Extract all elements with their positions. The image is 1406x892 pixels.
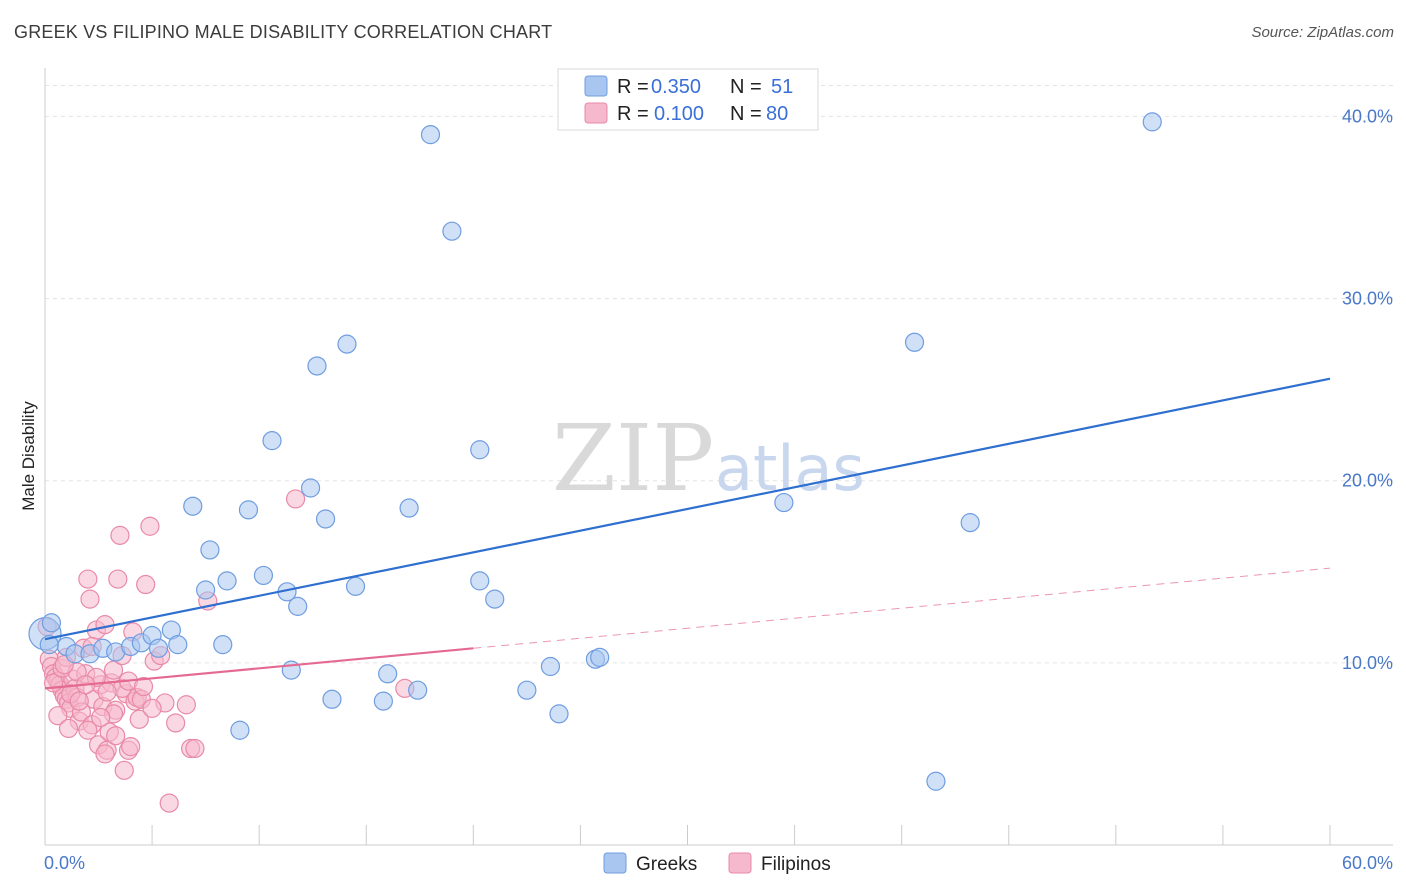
point-filipinos [69,691,89,711]
bottom-legend-swatch-filipinos[interactable] [728,852,752,874]
bottom-legend-label-greeks[interactable]: Greeks [636,854,697,875]
point-filipinos [285,489,306,509]
gridlines [45,84,1393,664]
point-greeks [1142,112,1162,132]
bottom-legend-label-filipinos[interactable]: Filipinos [761,854,831,875]
point-greeks [470,571,490,591]
point-greeks [262,431,282,451]
legend-n-label-filipinos: N = [730,103,762,125]
point-greeks [345,576,366,596]
point-greeks [926,771,946,791]
point-filipinos [142,698,162,718]
point-greeks [774,492,794,513]
trend-lines [44,377,1331,690]
point-greeks [408,680,428,700]
point-filipinos [91,707,111,728]
point-filipinos [114,760,134,780]
legend-swatch-greeks [584,75,608,97]
point-greeks [590,647,610,667]
point-greeks [213,635,233,655]
point-greeks [39,635,59,655]
watermark-zip: ZIP [552,405,714,512]
y-tick-label: 30.0% [1342,289,1393,309]
point-filipinos [95,615,115,635]
x-axis-ticks [151,825,1331,845]
point-greeks [238,500,259,520]
point-greeks [148,638,169,658]
point-filipinos [166,713,186,733]
y-tick-label: 10.0% [1342,653,1393,673]
trend-line-filipinos [44,647,474,690]
point-greeks [196,580,216,600]
point-greeks [300,478,321,498]
point-filipinos [78,569,98,589]
point-greeks [485,589,505,609]
bottom-legend-swatch-greeks[interactable] [603,852,627,874]
point-filipinos [159,793,179,813]
point-greeks [183,496,203,516]
point-filipinos [110,525,130,545]
x-tick-label-max: 60.0% [1342,853,1393,873]
y-tick-label: 20.0% [1342,471,1393,491]
point-greeks [168,635,188,655]
point-filipinos [95,744,115,764]
point-greeks [200,540,220,560]
x-tick-label-min: 0.0% [44,853,85,873]
legend-swatch-filipinos [584,102,608,124]
point-filipinos [121,737,141,757]
legend-n-value-filipinos: 80 [766,103,788,125]
source-credit: Source: ZipAtlas.com [1251,24,1394,41]
point-greeks [540,656,561,677]
point-greeks [230,720,250,740]
point-filipinos [80,589,100,609]
point-greeks [420,125,441,145]
point-greeks [373,691,393,711]
point-greeks [337,334,357,354]
point-greeks [288,596,308,616]
point-greeks [378,664,398,684]
point-filipinos [106,726,126,746]
point-filipinos [176,695,196,715]
point-greeks [517,680,537,700]
point-greeks [217,571,237,591]
point-filipinos [108,569,128,589]
legend-r-label-filipinos: R = [617,103,649,125]
point-greeks [960,513,980,533]
point-filipinos [136,574,156,595]
point-filipinos [48,706,68,726]
y-tick-labels: 10.0% 20.0% 30.0% 40.0% [1342,106,1393,672]
point-greeks [253,565,274,586]
trend-line-greeks [44,377,1331,641]
point-greeks [470,440,490,460]
legend-n-label-greeks: N = [730,76,762,98]
point-greeks [315,509,336,529]
watermark-atlas: atlas [715,432,865,505]
point-filipinos [129,709,149,729]
point-greeks [322,689,342,709]
point-filipinos [58,718,79,739]
bottom-legend: Greeks Filipinos [603,852,831,875]
legend-r-value-greeks: 0.350 [651,76,701,98]
trend-line-extension-filipinos [473,567,1331,649]
legend-box: R = 0.350 N = 51 R = 0.100 N = 80 [557,68,819,131]
point-filipinos [78,720,98,740]
point-greeks [399,498,419,518]
y-tick-label: 40.0% [1342,106,1393,126]
y-axis-label: Male Disability [19,401,38,511]
point-greeks [41,613,62,633]
series-greeks-points [28,112,1162,791]
chart-title: GREEK VS FILIPINO MALE DISABILITY CORREL… [14,22,553,42]
legend-r-label-greeks: R = [617,76,649,98]
point-greeks [549,704,569,724]
point-greeks [307,356,327,376]
legend-r-value-filipinos: 0.100 [654,103,704,125]
point-filipinos [140,516,160,536]
point-filipinos [133,676,154,697]
point-filipinos [97,682,117,702]
point-greeks [904,332,925,352]
point-filipinos [185,738,205,759]
legend-n-value-greeks: 51 [771,76,793,98]
point-greeks [442,221,462,241]
